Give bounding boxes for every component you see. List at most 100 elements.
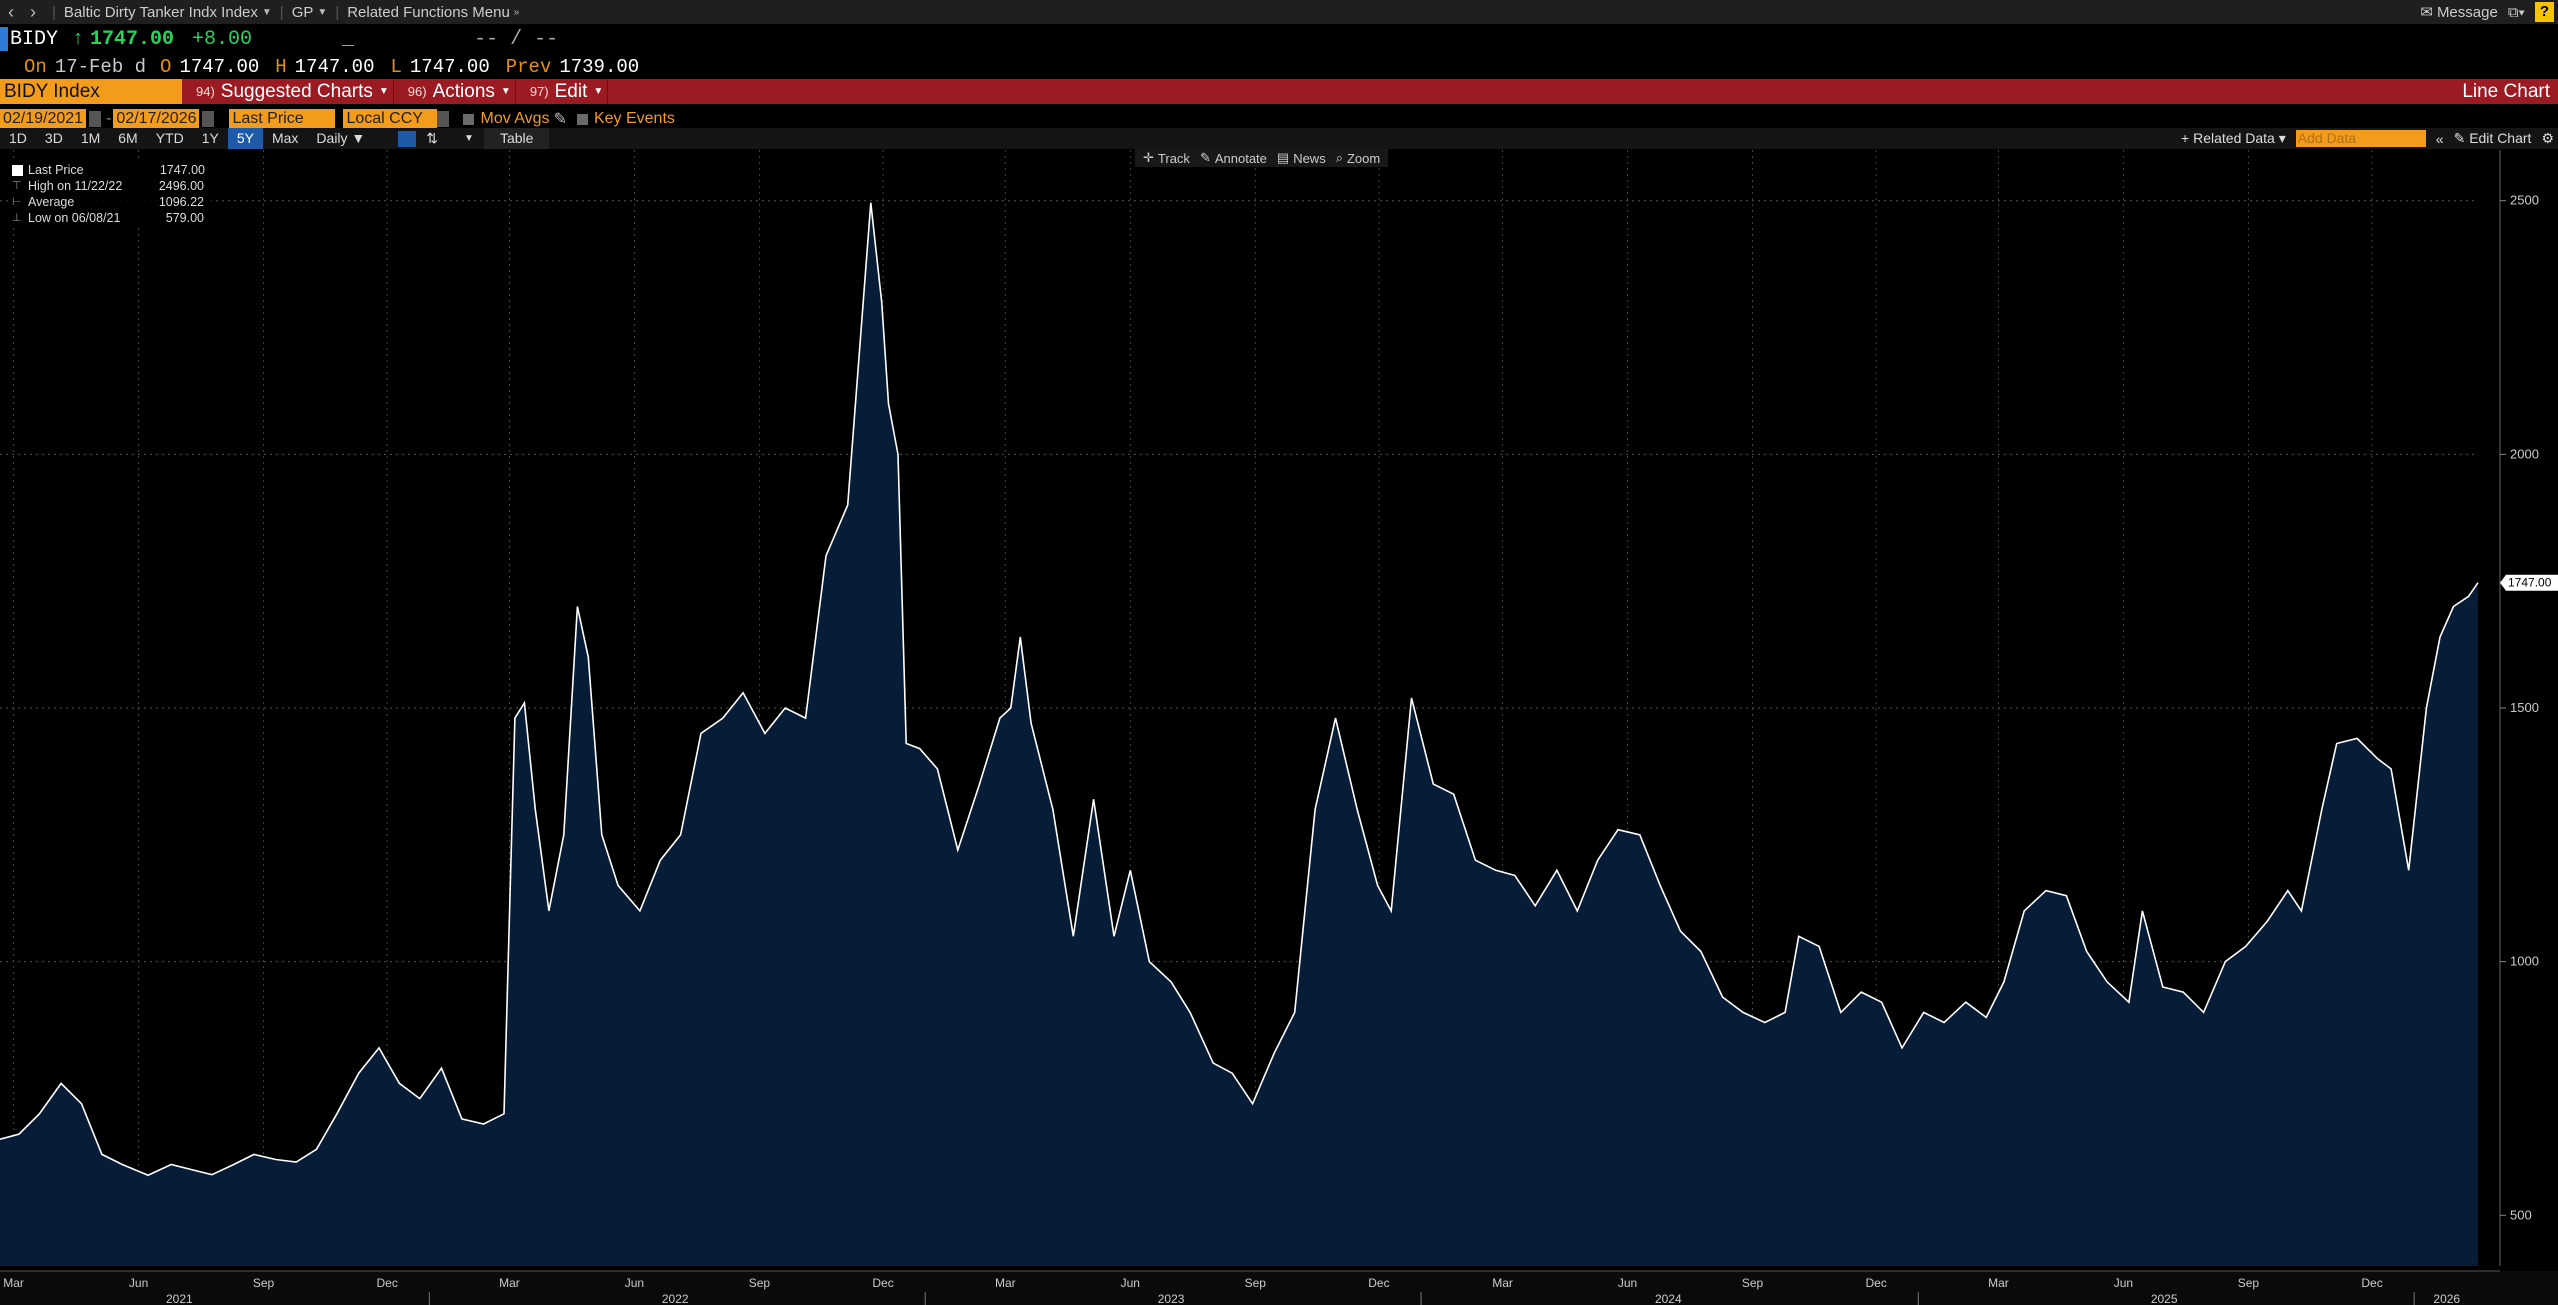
security-name-label: Baltic Dirty Tanker Indx Index bbox=[63, 3, 258, 21]
x-month-label: Dec bbox=[1368, 1276, 1389, 1290]
mov-avgs-checkbox[interactable] bbox=[463, 113, 475, 125]
chevron-down-icon: ▼ bbox=[500, 86, 511, 97]
x-month-label: Mar bbox=[499, 1276, 520, 1290]
annotate-button[interactable]: ✎ Annotate bbox=[1200, 150, 1267, 166]
edit-chart-button[interactable]: ✎ Edit Chart bbox=[2454, 130, 2532, 147]
x-year-label: 2023 bbox=[1158, 1292, 1185, 1305]
last-value-tag bbox=[2500, 574, 2558, 591]
chevron-down-icon: ▼ bbox=[261, 6, 272, 18]
chevron-down-icon: ▼ bbox=[378, 86, 389, 97]
back-arrow-icon[interactable]: ‹ bbox=[8, 1, 14, 22]
security-name-dropdown[interactable]: Baltic Dirty Tanker Indx Index ▼ bbox=[64, 4, 272, 21]
ohlc-line: On 17-Feb d O 1747.00 H 1747.00 L 1747.0… bbox=[0, 54, 2558, 80]
divider: | bbox=[335, 3, 340, 21]
annotate-label: Annotate bbox=[1214, 150, 1267, 166]
last-price: 1747.00 bbox=[90, 27, 175, 51]
function-menu-bar: BIDY Index 94) Suggested Charts ▼ 96) Ac… bbox=[0, 79, 2558, 104]
low-label: L bbox=[390, 56, 402, 78]
net-change: +8.00 bbox=[192, 27, 253, 51]
legend-value: 2496.00 bbox=[158, 179, 204, 193]
period-1d[interactable]: 1D bbox=[9, 130, 27, 146]
news-button[interactable]: ▤ News bbox=[1277, 150, 1326, 166]
message-button[interactable]: ✉ Message bbox=[2420, 3, 2497, 22]
frequency-label: Daily bbox=[316, 130, 348, 146]
news-label: News bbox=[1293, 150, 1326, 166]
chart-style-icon[interactable] bbox=[398, 130, 417, 147]
help-button[interactable]: ? bbox=[2534, 2, 2554, 22]
start-date-input[interactable]: 02/19/2021 bbox=[0, 109, 87, 129]
track-label: Track bbox=[1157, 150, 1190, 166]
chevron-down-icon[interactable]: ▼ bbox=[464, 133, 474, 144]
calendar-icon[interactable] bbox=[89, 111, 102, 127]
prev-value: 1739.00 bbox=[559, 56, 640, 78]
end-date-input[interactable]: 02/17/2026 bbox=[113, 109, 200, 129]
period-5y[interactable]: 5Y bbox=[227, 128, 263, 149]
period-1y[interactable]: 1Y bbox=[201, 130, 219, 146]
period-ytd[interactable]: YTD bbox=[155, 130, 184, 146]
add-data-input[interactable]: Add Data bbox=[2295, 130, 2426, 147]
date-label: On bbox=[24, 56, 47, 78]
open-label: O bbox=[160, 56, 172, 78]
range-dash: - bbox=[106, 110, 112, 127]
field-selector[interactable]: Last Price bbox=[229, 109, 336, 129]
key-events-label: Key Events bbox=[593, 110, 675, 127]
y-tick-label: 1500 bbox=[2510, 700, 2539, 715]
chevron-down-icon: ▼ bbox=[593, 86, 604, 97]
suggested-charts-menu[interactable]: 94) Suggested Charts ▼ bbox=[192, 79, 394, 104]
x-month-label: Jun bbox=[1618, 1276, 1637, 1290]
price-line bbox=[0, 202, 2479, 1177]
period-6m[interactable]: 6M bbox=[118, 130, 138, 146]
related-data-button[interactable]: + Related Data ▾ bbox=[2181, 130, 2286, 146]
table-button[interactable]: Table bbox=[483, 128, 550, 149]
key-events-checkbox[interactable] bbox=[576, 113, 588, 125]
x-month-label: Mar bbox=[1988, 1276, 2009, 1290]
bar-style-icon[interactable]: ⇅ bbox=[426, 130, 439, 146]
track-button[interactable]: ✛ Track bbox=[1143, 150, 1190, 166]
forward-arrow-icon[interactable]: › bbox=[30, 1, 36, 22]
x-year-label: 2021 bbox=[166, 1292, 193, 1305]
open-value: 1747.00 bbox=[179, 56, 260, 78]
menu-label: Edit bbox=[554, 80, 588, 102]
zoom-label: Zoom bbox=[1346, 150, 1381, 166]
y-tick-label: 500 bbox=[2510, 1207, 2532, 1222]
zoom-button[interactable]: ⌕ Zoom bbox=[1336, 150, 1381, 166]
collapse-icon[interactable]: « bbox=[2435, 130, 2444, 147]
calendar-icon[interactable] bbox=[202, 111, 215, 127]
security-input[interactable]: BIDY Index bbox=[0, 79, 182, 104]
period-3d[interactable]: 3D bbox=[44, 130, 63, 146]
edit-menu[interactable]: 97) Edit ▼ bbox=[526, 79, 609, 104]
x-month-label: Jun bbox=[1121, 1276, 1140, 1290]
actions-menu[interactable]: 96) Actions ▼ bbox=[404, 79, 516, 104]
chevron-down-icon[interactable] bbox=[437, 111, 450, 127]
title-bar: ‹ › | Baltic Dirty Tanker Indx Index ▼ |… bbox=[0, 0, 2558, 24]
x-year-label: 2026 bbox=[2433, 1292, 2460, 1305]
divider: | bbox=[279, 3, 284, 21]
frequency-dropdown[interactable]: Daily ▼ bbox=[316, 130, 366, 146]
legend-row: ⊢ Average 1096.22 bbox=[12, 194, 205, 210]
related-functions-menu[interactable]: Related Functions Menu » bbox=[347, 4, 519, 21]
chart-toolbar: ✛ Track ✎ Annotate ▤ News ⌕ Zoom bbox=[1135, 149, 1389, 167]
legend-label: High on 11/22/22 bbox=[28, 179, 123, 193]
function-code-dropdown[interactable]: GP ▼ bbox=[292, 4, 328, 21]
x-month-label: Sep bbox=[2238, 1276, 2260, 1290]
y-tick-label: 1000 bbox=[2510, 954, 2539, 969]
related-data-label: Related Data bbox=[2193, 130, 2275, 146]
legend-row[interactable]: Last Price 1747.00 bbox=[12, 162, 205, 178]
period-toolbar: 1D 3D 1M 6M YTD 1Y 5Y Max Daily ▼ ⇅ ▼ Ta… bbox=[0, 128, 2558, 149]
x-month-label: Sep bbox=[1245, 1276, 1267, 1290]
period-max[interactable]: Max bbox=[271, 130, 299, 146]
x-month-label: Mar bbox=[995, 1276, 1016, 1290]
currency-selector[interactable]: Local CCY bbox=[343, 109, 438, 129]
up-arrow-icon: ↑ bbox=[72, 27, 85, 51]
high-value: 1747.00 bbox=[294, 56, 375, 78]
chevron-down-icon: ▼ bbox=[317, 6, 328, 18]
related-functions-label: Related Functions Menu bbox=[347, 3, 510, 21]
window-menu-icon[interactable]: ⧉▾ bbox=[2507, 3, 2525, 21]
pencil-icon[interactable]: ✎ bbox=[553, 111, 567, 128]
x-month-label: Dec bbox=[1865, 1276, 1886, 1290]
period-1m[interactable]: 1M bbox=[80, 130, 101, 146]
gear-icon[interactable]: ⚙ bbox=[2541, 130, 2554, 146]
mov-avgs-label: Mov Avgs bbox=[480, 110, 550, 127]
y-axis: 500 1000 1500 2000 2500 1747.00 bbox=[2499, 150, 2558, 1266]
